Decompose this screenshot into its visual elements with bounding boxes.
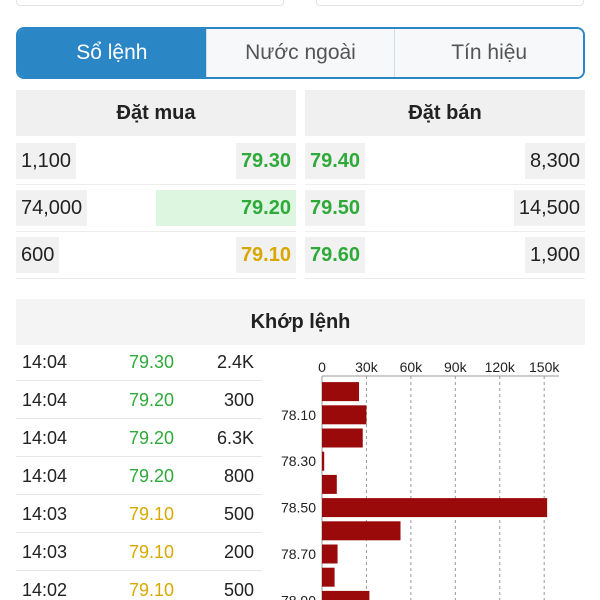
y-tick-label: 78.90: [281, 592, 316, 600]
volume-bar: [322, 590, 370, 600]
trade-volume: 200: [223, 541, 254, 562]
trade-volume: 500: [223, 579, 254, 600]
matched-orders-header: Khớp lệnh: [16, 299, 585, 345]
x-tick-label: 0: [318, 359, 326, 375]
volume-bar: [322, 451, 325, 471]
y-tick-label: 78.10: [281, 407, 316, 423]
trade-time: 14:02: [22, 579, 68, 600]
trade-price: 79.20: [129, 465, 175, 486]
trade-row: 14:04 79.20 300: [16, 381, 262, 419]
volume-bar: [322, 544, 338, 564]
trade-price: 79.10: [129, 503, 175, 524]
buy-price[interactable]: 79.30: [235, 143, 296, 179]
buy-volume: 1,100: [16, 143, 77, 179]
volume-bar: [322, 521, 401, 541]
trade-price: 79.10: [129, 541, 175, 562]
volume-bar: [322, 428, 363, 448]
tab-bar: Sổ lệnh Nước ngoài Tín hiệu: [16, 27, 585, 79]
volume-bar: [322, 498, 548, 518]
y-tick-label: 78.50: [281, 500, 316, 516]
volume-bar: [322, 382, 360, 402]
x-tick-label: 60k: [400, 359, 424, 375]
trade-volume: 800: [223, 465, 254, 486]
x-tick-label: 120k: [485, 359, 516, 375]
volume-bar: [322, 405, 367, 425]
trade-row: 14:02 79.10 500: [16, 571, 262, 600]
tab-signals[interactable]: Tín hiệu: [394, 29, 583, 77]
x-tick-label: 30k: [355, 359, 379, 375]
x-tick-label: 150k: [529, 359, 560, 375]
trade-time: 14:04: [22, 389, 68, 410]
trade-row: 14:04 79.30 2.4K: [16, 343, 262, 381]
trade-price: 79.30: [129, 351, 175, 372]
sell-orders-header: Đặt bán: [305, 90, 585, 136]
buy-volume-bar: [156, 190, 296, 226]
buy-volume: 74,000: [16, 190, 88, 226]
buy-order-row[interactable]: 1,100 79.30: [16, 138, 296, 185]
volume-by-price-chart: 0 30k 60k 90k 120k 150k 78.10 78.30 78.50 78.70 78…: [281, 359, 560, 600]
buy-volume: 600: [16, 237, 60, 273]
sell-order-row[interactable]: 79.40 8,300: [305, 138, 585, 185]
y-tick-label: 78.70: [281, 546, 316, 562]
trade-time: 14:03: [22, 503, 68, 524]
trade-price: 79.10: [129, 579, 175, 600]
buy-price[interactable]: 79.20: [240, 196, 291, 219]
buy-orders-header: Đặt mua: [16, 90, 296, 136]
trade-price: 79.20: [129, 389, 175, 410]
trade-volume: 300: [223, 389, 254, 410]
buy-order-row[interactable]: 600 79.10: [16, 232, 296, 279]
trade-time: 14:04: [22, 465, 68, 486]
tab-order-book[interactable]: Sổ lệnh: [18, 29, 206, 77]
trade-time: 14:03: [22, 541, 68, 562]
y-tick-label: 78.30: [281, 453, 316, 469]
sell-volume: 1,900: [524, 237, 585, 273]
buy-price[interactable]: 79.10: [235, 237, 296, 273]
sell-order-row[interactable]: 79.50 14,500: [305, 185, 585, 232]
trade-row: 14:03 79.10 200: [16, 533, 262, 571]
trade-time: 14:04: [22, 427, 68, 448]
trade-volume: 2.4K: [216, 351, 254, 372]
sell-volume: 14,500: [513, 190, 585, 226]
sell-price[interactable]: 79.40: [305, 143, 366, 179]
trade-volume: 500: [223, 503, 254, 524]
top-card-right: [316, 0, 584, 6]
sell-price[interactable]: 79.50: [305, 190, 366, 226]
buy-order-row[interactable]: 74,000 79.20: [16, 185, 296, 232]
trade-price: 79.20: [129, 427, 175, 448]
sell-volume: 8,300: [524, 143, 585, 179]
trade-row: 14:03 79.10 500: [16, 495, 262, 533]
sell-order-row[interactable]: 79.60 1,900: [305, 232, 585, 279]
sell-price[interactable]: 79.60: [305, 237, 366, 273]
top-card-left: [16, 0, 284, 6]
tab-foreign[interactable]: Nước ngoài: [205, 29, 395, 77]
volume-bar: [322, 474, 337, 494]
trade-row: 14:04 79.20 6.3K: [16, 419, 262, 457]
trade-row: 14:04 79.20 800: [16, 457, 262, 495]
trade-time: 14:04: [22, 351, 68, 372]
trade-volume: 6.3K: [216, 427, 254, 448]
volume-bar: [322, 567, 335, 587]
x-tick-label: 90k: [444, 359, 468, 375]
